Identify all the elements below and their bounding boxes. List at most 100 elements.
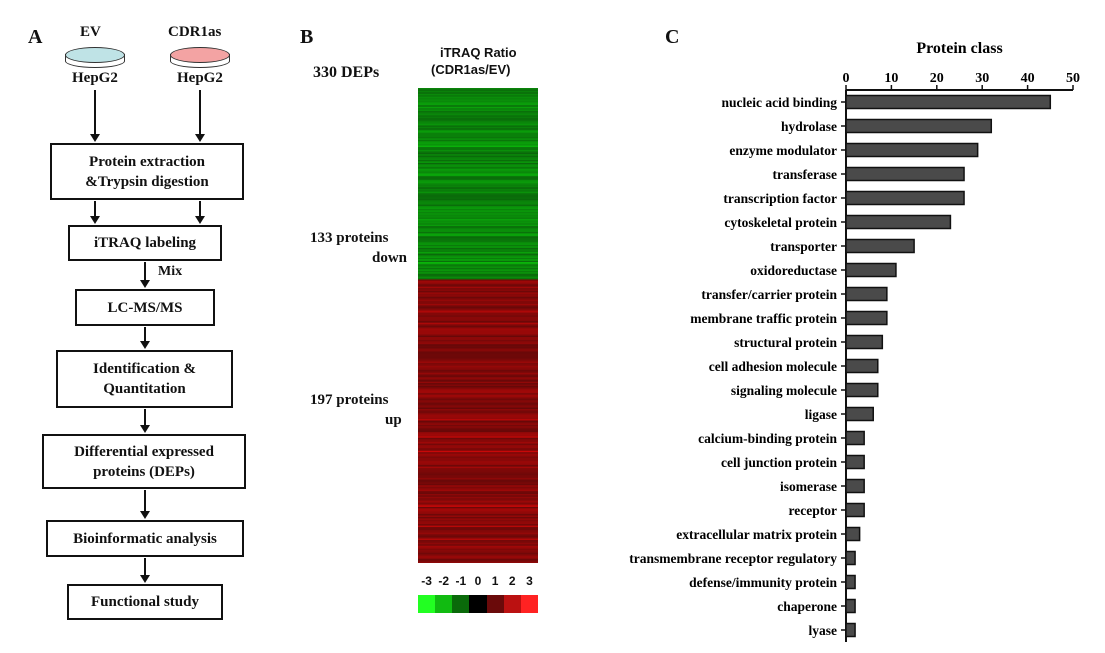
heatmap-row xyxy=(418,479,538,482)
heatmap-row xyxy=(418,450,538,453)
heatmap-row xyxy=(418,244,538,247)
heatmap-row xyxy=(418,223,538,226)
heatmap-row xyxy=(418,233,538,236)
heatmap-row xyxy=(418,347,538,350)
arrow xyxy=(140,558,150,583)
heatmap-row xyxy=(418,404,538,407)
bar xyxy=(845,118,993,134)
scale-swatch xyxy=(486,595,504,613)
heatmap-row xyxy=(418,253,538,256)
heatmap-row xyxy=(418,555,538,558)
heatmap-row xyxy=(418,374,538,377)
heatmap-row xyxy=(418,537,538,540)
heatmap-row xyxy=(418,434,538,437)
heatmap-row xyxy=(418,218,538,222)
heatmap-row xyxy=(418,531,538,534)
heatmap-row xyxy=(418,398,538,401)
heatmap-row xyxy=(418,410,538,413)
heatmap-row xyxy=(418,518,538,521)
heatmap-row xyxy=(418,488,538,491)
heatmap-row xyxy=(418,236,538,239)
heatmap-row xyxy=(418,508,538,511)
heatmap-row xyxy=(418,371,538,374)
heatmap-row xyxy=(418,267,538,270)
category-label: cell junction protein xyxy=(721,455,837,470)
heatmap-row xyxy=(418,315,538,318)
heatmap-row xyxy=(418,377,538,380)
heatmap-row xyxy=(418,552,538,555)
total-deps: 330 DEPs xyxy=(313,64,380,81)
heatmap-title-1: iTRAQ Ratio xyxy=(440,45,517,60)
heatmap-row xyxy=(418,430,538,433)
heatmap-row xyxy=(418,243,538,246)
heatmap-row xyxy=(418,113,538,116)
heatmap-row xyxy=(418,506,538,509)
heatmap-row xyxy=(418,125,538,128)
heatmap-row xyxy=(418,420,538,423)
heatmap-row xyxy=(418,203,538,206)
heatmap-row xyxy=(418,475,538,478)
heatmap-row xyxy=(418,413,538,416)
heatmap-row xyxy=(418,436,538,439)
heatmap-row xyxy=(418,339,538,342)
category-label: extracellular matrix protein xyxy=(676,527,837,542)
heatmap-row xyxy=(418,135,538,138)
heatmap-row xyxy=(418,519,538,522)
heatmap-row xyxy=(418,290,538,293)
heatmap-row xyxy=(418,187,538,190)
heatmap-row xyxy=(418,375,538,378)
heatmap-row xyxy=(418,528,538,531)
heatmap-row xyxy=(418,476,538,479)
heatmap-row xyxy=(418,433,538,436)
bar xyxy=(845,358,879,374)
heatmap-row xyxy=(418,505,538,508)
heatmap-row xyxy=(418,482,538,485)
heatmap-row xyxy=(418,400,538,403)
heatmap-row xyxy=(418,493,538,496)
heatmap-row xyxy=(418,147,538,150)
heatmap-row xyxy=(418,354,538,357)
hepg2-right: HepG2 xyxy=(177,70,223,86)
heatmap-row xyxy=(418,525,538,528)
mix-label: Mix xyxy=(158,264,183,279)
heatmap-row xyxy=(418,357,538,360)
heatmap-row xyxy=(418,551,538,554)
heatmap-row xyxy=(418,442,538,445)
scale-swatch xyxy=(418,595,436,613)
heatmap-row xyxy=(418,177,538,180)
heatmap-row xyxy=(418,302,538,305)
step-deps: Differential expressed proteins (DEPs) xyxy=(42,434,246,489)
bar xyxy=(845,502,865,518)
heatmap-row xyxy=(418,288,538,291)
heatmap-row xyxy=(418,390,538,393)
heatmap-row xyxy=(418,293,538,296)
arrow xyxy=(90,90,100,142)
heatmap-row xyxy=(418,237,538,240)
heatmap-row xyxy=(418,419,538,422)
heatmap-row xyxy=(418,164,538,167)
heatmap-row xyxy=(418,321,538,324)
heatmap-row xyxy=(418,129,538,132)
heatmap-row xyxy=(418,349,538,353)
heatmap-row xyxy=(418,326,538,329)
heatmap-row xyxy=(418,249,538,252)
heatmap-row xyxy=(418,378,538,381)
category-label: transcription factor xyxy=(723,191,837,206)
heatmap-row xyxy=(418,554,538,557)
heatmap-row xyxy=(418,123,538,127)
heatmap-row xyxy=(418,548,538,551)
heatmap-row xyxy=(418,138,538,141)
heatmap-row xyxy=(418,373,538,376)
heatmap-row xyxy=(418,560,538,563)
heatmap-row xyxy=(418,95,538,98)
up-label-1: 197 proteins xyxy=(310,392,389,408)
heatmap-row xyxy=(418,247,538,250)
heatmap-row xyxy=(418,469,538,472)
heatmap-row xyxy=(418,313,538,317)
heatmap-row xyxy=(418,136,538,139)
heatmap-row xyxy=(418,168,538,171)
heatmap-row xyxy=(418,256,538,259)
heatmap-row xyxy=(418,206,538,209)
heatmap-row xyxy=(418,316,538,319)
heatmap-row xyxy=(418,491,538,494)
